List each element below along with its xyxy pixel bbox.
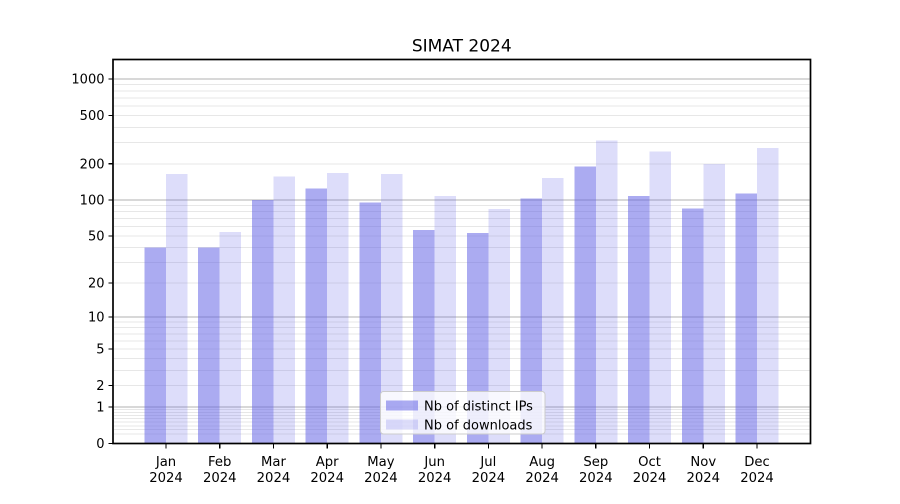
chart-title: SIMAT 2024: [412, 37, 512, 57]
bar-distinct-ips-jan: [144, 247, 166, 444]
y-tick-label-100: 100: [80, 194, 105, 209]
y-tick-label-2: 2: [96, 379, 104, 394]
x-tick-year-sep: 2024: [579, 471, 613, 486]
axis-tick-labels: 01251020501002005001000Jan2024Feb2024Mar…: [71, 73, 773, 486]
x-tick-year-mar: 2024: [257, 471, 291, 486]
bar-distinct-ips-apr: [305, 188, 328, 444]
y-tick-label-0: 0: [96, 437, 104, 452]
bar-distinct-ips-may: [359, 202, 381, 444]
x-tick-year-jan: 2024: [149, 471, 183, 486]
x-tick-year-jul: 2024: [472, 471, 506, 486]
bar-downloads-mar: [273, 176, 295, 444]
y-tick-label-500: 500: [80, 109, 105, 124]
x-tick-label-mar: Mar: [261, 455, 286, 470]
bar-downloads-jan: [166, 173, 188, 444]
bar-distinct-ips-dec: [735, 193, 758, 444]
bar-downloads-feb: [219, 232, 242, 444]
bar-distinct-ips-nov: [681, 208, 704, 444]
bar-distinct-ips-sep: [574, 166, 596, 444]
x-tick-year-jun: 2024: [418, 471, 452, 486]
bar-distinct-ips-feb: [198, 247, 220, 444]
legend-swatch-distinct-ips: [386, 400, 418, 411]
bar-distinct-ips-jul: [466, 233, 489, 444]
legend-swatch-downloads: [386, 419, 418, 430]
bar-downloads-may: [380, 173, 403, 444]
bar-downloads-sep: [595, 140, 618, 444]
legend: Nb of distinct IPs Nb of downloads: [380, 391, 546, 435]
x-tick-label-dec: Dec: [744, 455, 770, 470]
x-tick-label-oct: Oct: [638, 455, 661, 470]
bar-distinct-ips-aug: [520, 198, 543, 444]
x-tick-year-aug: 2024: [525, 471, 559, 486]
legend-label-downloads: Nb of downloads: [424, 419, 533, 434]
bar-distinct-ips-jun: [413, 230, 435, 444]
x-tick-label-aug: Aug: [529, 455, 555, 470]
bar-downloads-aug: [542, 177, 564, 444]
x-tick-year-feb: 2024: [203, 471, 237, 486]
bars: [144, 140, 779, 444]
x-tick-label-jul: Jul: [479, 455, 496, 470]
x-tick-year-nov: 2024: [687, 471, 721, 486]
bar-downloads-apr: [327, 172, 349, 444]
bar-downloads-jun: [434, 196, 457, 444]
y-tick-label-50: 50: [88, 230, 105, 245]
x-tick-label-jan: Jan: [155, 455, 176, 470]
y-tick-label-20: 20: [88, 276, 105, 291]
plot-border: [112, 58, 812, 445]
bar-distinct-ips-mar: [251, 200, 274, 444]
bar-downloads-dec: [757, 148, 779, 444]
x-tick-label-apr: Apr: [316, 455, 339, 470]
legend-box: [380, 391, 546, 435]
x-tick-year-apr: 2024: [310, 471, 344, 486]
y-tick-label-200: 200: [80, 157, 105, 172]
x-tick-year-may: 2024: [364, 471, 398, 486]
bar-downloads-nov: [703, 163, 725, 444]
y-tick-label-1000: 1000: [71, 73, 104, 88]
x-tick-label-jun: Jun: [423, 455, 445, 470]
x-tick-year-oct: 2024: [633, 471, 667, 486]
bar-downloads-oct: [649, 151, 672, 444]
x-tick-label-nov: Nov: [690, 455, 716, 470]
legend-label-distinct-ips: Nb of distinct IPs: [424, 400, 533, 415]
bar-downloads-jul: [488, 209, 510, 444]
x-tick-label-may: May: [367, 455, 394, 470]
x-tick-label-feb: Feb: [208, 455, 231, 470]
x-tick-year-dec: 2024: [740, 471, 774, 486]
y-tick-label-1: 1: [96, 400, 104, 415]
y-tick-label-10: 10: [88, 311, 105, 326]
axis-ticks: [108, 78, 758, 449]
y-tick-label-5: 5: [96, 342, 104, 357]
bar-distinct-ips-oct: [628, 196, 650, 444]
x-tick-label-sep: Sep: [583, 455, 608, 470]
